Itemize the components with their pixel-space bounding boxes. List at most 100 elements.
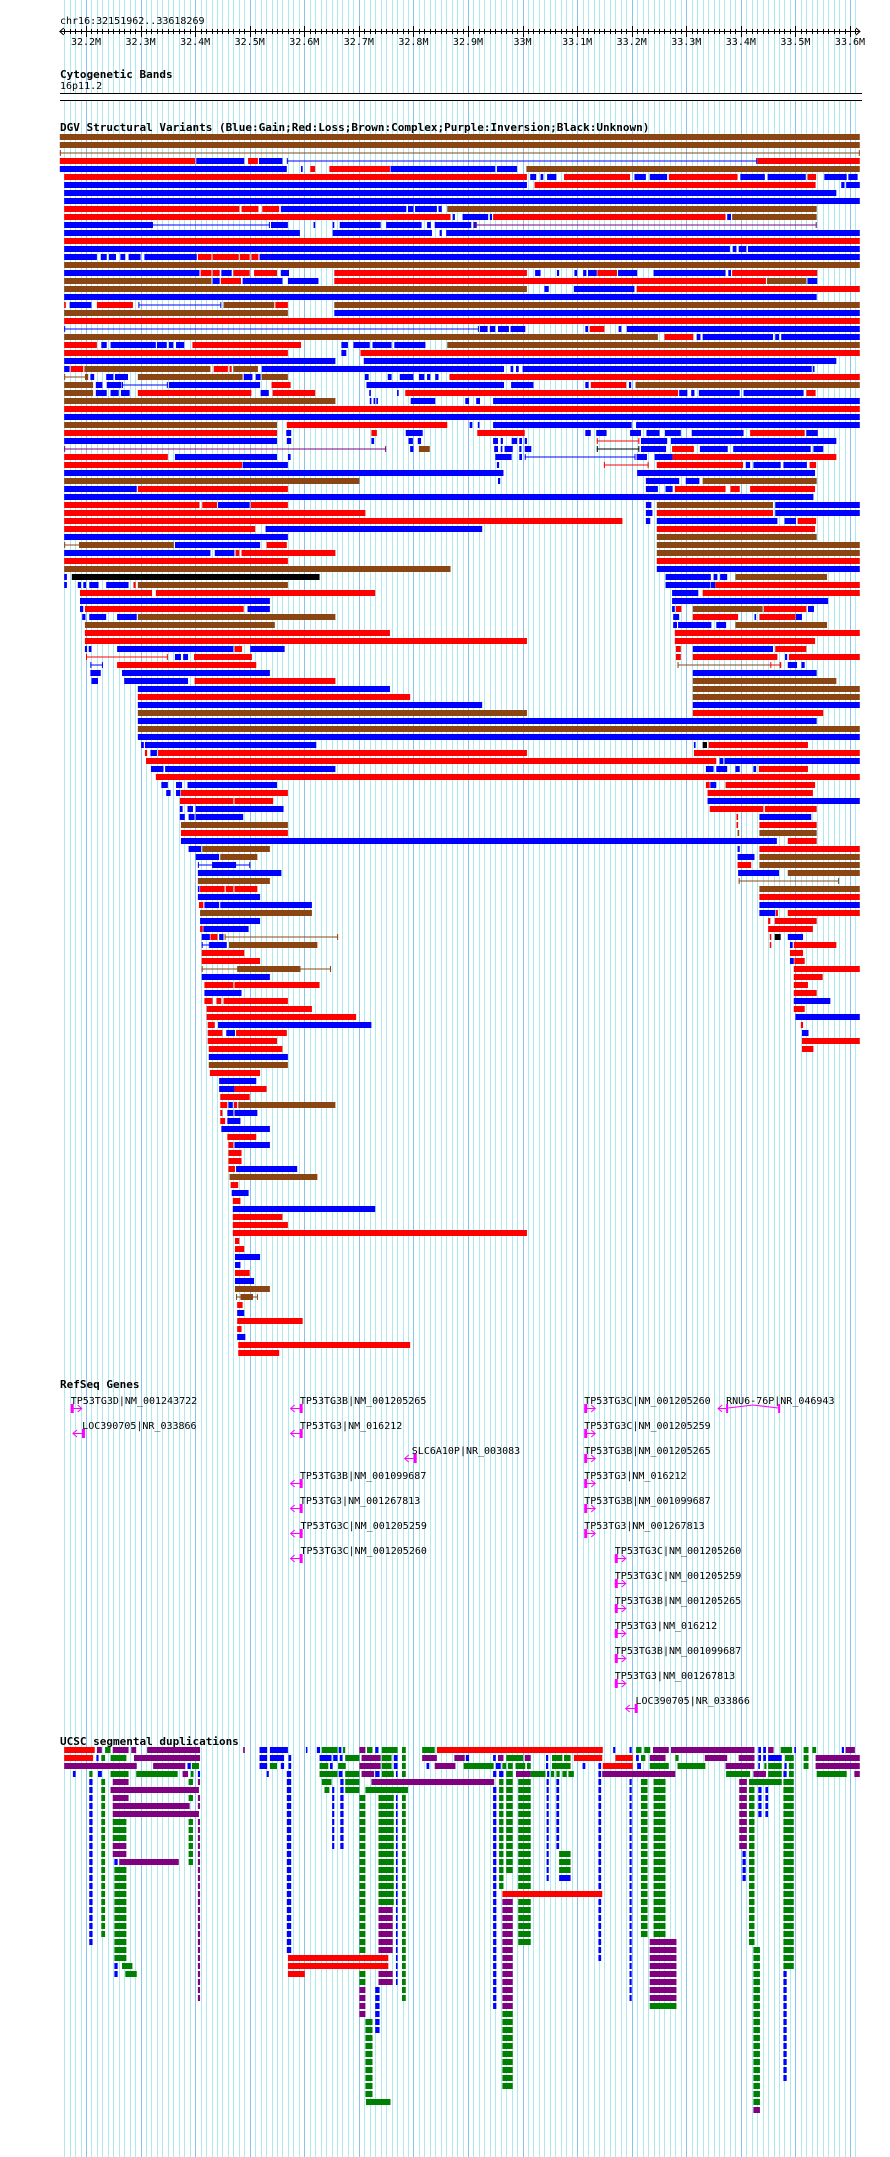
segdup-gain[interactable] xyxy=(493,1971,497,1977)
segdup-segdup-green[interactable] xyxy=(401,1939,406,1945)
sv-loss[interactable] xyxy=(84,630,390,636)
segdup-gain[interactable] xyxy=(598,1907,602,1913)
sv-gain[interactable] xyxy=(415,206,437,212)
segdup-segdup-green[interactable] xyxy=(749,1819,755,1825)
segdup-gain[interactable] xyxy=(629,1827,632,1833)
sv-inversion-connector[interactable] xyxy=(474,224,817,226)
sv-gain[interactable] xyxy=(775,334,780,340)
segdup-segdup-green[interactable] xyxy=(653,1923,666,1929)
sv-loss[interactable] xyxy=(155,774,860,780)
sv-unknown-connector[interactable] xyxy=(596,448,640,450)
sv-complex-connector[interactable] xyxy=(224,936,339,938)
segdup-gain[interactable] xyxy=(340,1835,344,1841)
segdup-segdup-green[interactable] xyxy=(359,1883,366,1889)
segdup-gain[interactable] xyxy=(187,1763,191,1769)
segdup-gain[interactable] xyxy=(559,1875,571,1881)
segdup-segdup-green[interactable] xyxy=(502,2059,513,2065)
sv-loss[interactable] xyxy=(232,1230,527,1236)
sv-loss[interactable] xyxy=(64,350,288,356)
segdup-gain[interactable] xyxy=(288,1763,292,1769)
segdup-segdup-green[interactable] xyxy=(749,1859,755,1865)
segdup-segdup-green[interactable] xyxy=(640,1883,648,1889)
segdup-inversion[interactable] xyxy=(112,1795,129,1801)
gene[interactable]: TP53TG3C|NM_001205259 xyxy=(584,1421,711,1438)
segdup-segdup-green[interactable] xyxy=(269,1763,277,1769)
segdup-segdup-green[interactable] xyxy=(636,1747,642,1753)
sv-gain[interactable] xyxy=(313,222,316,228)
sv-gain[interactable] xyxy=(495,454,512,460)
segdup-segdup-green[interactable] xyxy=(783,1883,794,1889)
segdup-segdup-green[interactable] xyxy=(321,1779,332,1785)
segdup-segdup-green[interactable] xyxy=(526,1763,531,1769)
sv-unknown[interactable] xyxy=(71,574,320,580)
segdup-loss[interactable] xyxy=(436,1747,603,1753)
segdup-gain[interactable] xyxy=(556,1843,560,1849)
segdup-segdup-green[interactable] xyxy=(783,1779,794,1785)
segdup-gain[interactable] xyxy=(286,1851,292,1857)
track-title-dgv[interactable]: DGV Structural Variants (Blue:Gain;Red:L… xyxy=(60,121,649,134)
segdup-gain[interactable] xyxy=(89,1795,93,1801)
sv-loss[interactable] xyxy=(493,214,726,220)
segdup-segdup-green[interactable] xyxy=(518,1883,531,1889)
segdup-inversion[interactable] xyxy=(502,1931,513,1937)
sv-loss[interactable] xyxy=(236,1030,287,1036)
sv-gain[interactable] xyxy=(713,574,718,580)
segdup-segdup-green[interactable] xyxy=(502,2083,513,2089)
segdup-segdup-green[interactable] xyxy=(378,1883,394,1889)
segdup-gain[interactable] xyxy=(763,1755,766,1761)
segdup-segdup-green[interactable] xyxy=(114,1931,127,1937)
sv-gain[interactable] xyxy=(376,398,378,404)
sv-loss[interactable] xyxy=(234,798,274,804)
sv-loss[interactable] xyxy=(234,982,320,988)
segdup-gain[interactable] xyxy=(89,1891,93,1897)
segdup-gain[interactable] xyxy=(395,1963,398,1969)
sv-loss[interactable] xyxy=(656,462,744,468)
sv-loss[interactable] xyxy=(672,446,694,452)
segdup-gain[interactable] xyxy=(783,2011,787,2017)
sv-gain[interactable] xyxy=(452,214,455,220)
segdup-gain[interactable] xyxy=(340,1795,344,1801)
segdup-gain[interactable] xyxy=(546,1859,549,1865)
sv-gain[interactable] xyxy=(386,222,422,228)
segdup-segdup-green[interactable] xyxy=(653,1915,666,1921)
sv-gain[interactable] xyxy=(679,390,688,396)
sv-gain[interactable] xyxy=(496,462,500,468)
sv-gain[interactable] xyxy=(201,974,270,980)
segdup-gain[interactable] xyxy=(395,1795,398,1801)
sv-gain[interactable] xyxy=(243,374,253,380)
segdup-gain[interactable] xyxy=(629,1939,632,1945)
sv-gain[interactable] xyxy=(408,438,413,444)
gene-label[interactable]: TP53TG3C|NM_001205260 xyxy=(300,1546,426,1557)
segdup-gain[interactable] xyxy=(493,1835,497,1841)
sv-gain[interactable] xyxy=(754,614,757,620)
segdup-inversion[interactable] xyxy=(502,1939,513,1945)
segdup-gain[interactable] xyxy=(598,1883,602,1889)
sv-complex[interactable] xyxy=(79,542,174,548)
sv-loss[interactable] xyxy=(201,958,261,964)
sv-loss[interactable] xyxy=(449,374,860,380)
segdup-gain[interactable] xyxy=(89,1867,93,1873)
sv-gain[interactable] xyxy=(122,670,270,676)
segdup-gain[interactable] xyxy=(493,1963,497,1969)
sv-loss[interactable] xyxy=(206,1014,357,1020)
sv-gain[interactable] xyxy=(234,1142,270,1148)
sv-complex[interactable] xyxy=(59,142,860,148)
sv-loss[interactable] xyxy=(664,334,694,340)
segdup-inversion[interactable] xyxy=(197,1979,201,1985)
segdup-gain[interactable] xyxy=(629,1779,632,1785)
sv-loss[interactable] xyxy=(237,1326,242,1332)
segdup-segdup-green[interactable] xyxy=(101,1779,106,1785)
sv-loss[interactable] xyxy=(730,486,740,492)
sv-gain[interactable] xyxy=(727,214,732,220)
sv-gain[interactable] xyxy=(743,390,804,396)
segdup-segdup-green[interactable] xyxy=(803,1763,809,1769)
segdup-gain[interactable] xyxy=(465,1755,470,1761)
sv-complex[interactable] xyxy=(64,334,658,340)
segdup-gain[interactable] xyxy=(598,1875,602,1881)
segdup-segdup-green[interactable] xyxy=(401,1803,406,1809)
sv-gain[interactable] xyxy=(848,174,858,180)
segdup-segdup-green[interactable] xyxy=(506,1827,513,1833)
segdup-segdup-green[interactable] xyxy=(110,1771,129,1777)
sv-gain[interactable] xyxy=(174,454,277,460)
sv-gain[interactable] xyxy=(64,294,817,300)
